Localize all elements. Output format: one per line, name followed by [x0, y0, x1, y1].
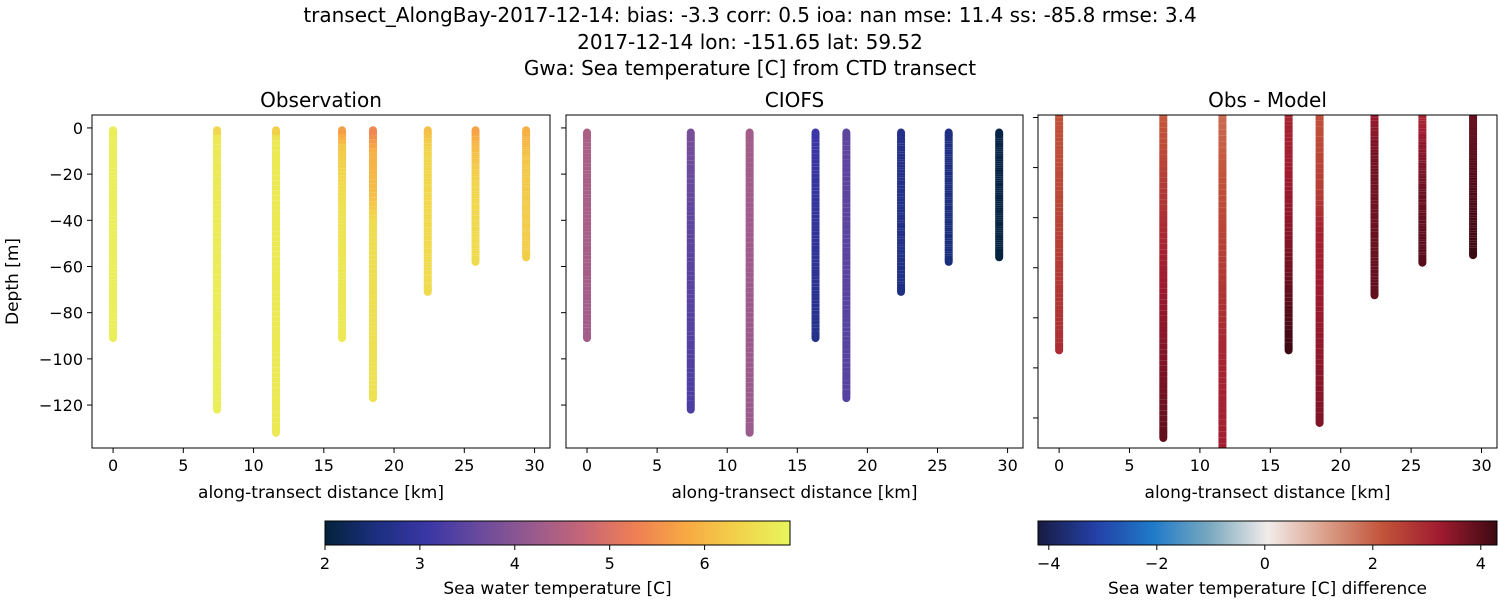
x-tick-label: 0: [1054, 456, 1064, 475]
title-line-3: Gwa: Sea temperature [C] from CTD transe…: [524, 56, 976, 80]
colorbar-tick-label: 4: [1476, 554, 1486, 573]
profiles: [583, 128, 1004, 437]
y-tick-label: −80: [49, 304, 83, 323]
colorbar-tick-label: 0: [1260, 554, 1270, 573]
x-tick-label: 15: [1260, 456, 1280, 475]
colorbar-2: −4 −2 0 2 4 Sea water temperature [C] differe…: [1037, 520, 1498, 599]
x-tick-label: 25: [1401, 456, 1421, 475]
x-tick-label: 0: [582, 456, 592, 475]
colorbar-label: Sea water temperature [C] difference: [1108, 579, 1427, 599]
x-tick-label: 25: [927, 456, 947, 475]
x-tick-label: 5: [652, 456, 662, 475]
profiles: [109, 126, 531, 437]
x-tick-label: 0: [108, 456, 118, 475]
x-axis-label: along-transect distance [km]: [672, 483, 918, 503]
profiles: [1055, 115, 1478, 448]
x-tick-label: 15: [787, 456, 807, 475]
panel-3: Obs - Model 0 5 10 15 20 25 30 along-transect di…: [1033, 88, 1498, 503]
y-tick-label: −20: [49, 165, 83, 184]
colorbar-tick-label: 3: [415, 554, 425, 573]
panel-title: Observation: [260, 88, 382, 112]
colorbar-tick-label: −4: [1037, 554, 1061, 573]
x-tick-label: 20: [384, 456, 404, 475]
axes-frame: [565, 114, 1024, 449]
colorbar-1: 2 3 4 5 6 Sea water temperature [C]: [320, 520, 791, 599]
x-tick-label: 10: [243, 456, 263, 475]
colorbar-gradient: [324, 520, 791, 546]
x-tick-label: 5: [1124, 456, 1134, 475]
colorbar-tick-label: 5: [605, 554, 615, 573]
axes-frame: [1037, 114, 1498, 449]
x-tick-label: 15: [314, 456, 334, 475]
x-axis-label: along-transect distance [km]: [1145, 483, 1391, 503]
y-tick-label: −40: [49, 211, 83, 230]
x-tick-label: 5: [178, 456, 188, 475]
x-tick-label: 20: [1331, 456, 1351, 475]
y-tick-label: −60: [49, 257, 83, 276]
panel-title: Obs - Model: [1208, 88, 1327, 112]
x-tick-label: 25: [454, 456, 474, 475]
colorbar-tick-label: 6: [699, 554, 709, 573]
x-axis-label: along-transect distance [km]: [198, 483, 444, 503]
y-tick-label: −120: [39, 396, 83, 415]
x-tick-label: 10: [1190, 456, 1210, 475]
x-tick-label: 30: [997, 456, 1017, 475]
title-line-2: 2017-12-14 lon: -151.65 lat: 59.52: [577, 30, 923, 54]
panel-title: CIOFS: [765, 88, 824, 112]
y-tick-label: −100: [39, 350, 83, 369]
colorbar-tick-label: 2: [320, 554, 330, 573]
panel-1: Observation 0 5 10 15 20 25 30 0 −20 −40 −60 −80 −100…: [3, 88, 551, 503]
colorbar-tick-label: 2: [1368, 554, 1378, 573]
colorbar-gradient: [1037, 520, 1498, 546]
x-tick-label: 30: [524, 456, 544, 475]
y-tick-label: 0: [73, 119, 83, 138]
y-axis-label: Depth [m]: [3, 238, 23, 325]
x-tick-label: 30: [1471, 456, 1491, 475]
axes-frame: [91, 114, 551, 449]
x-tick-label: 10: [717, 456, 737, 475]
colorbar-tick-label: 4: [510, 554, 520, 573]
panel-2: CIOFS 0 5 10 15 20 25 30 along-transect distance…: [561, 88, 1024, 503]
colorbar-tick-label: −2: [1145, 554, 1169, 573]
x-tick-label: 20: [857, 456, 877, 475]
colorbar-label: Sea water temperature [C]: [443, 579, 671, 599]
title-line-1: transect_AlongBay-2017-12-14: bias: -3.3…: [303, 3, 1196, 27]
